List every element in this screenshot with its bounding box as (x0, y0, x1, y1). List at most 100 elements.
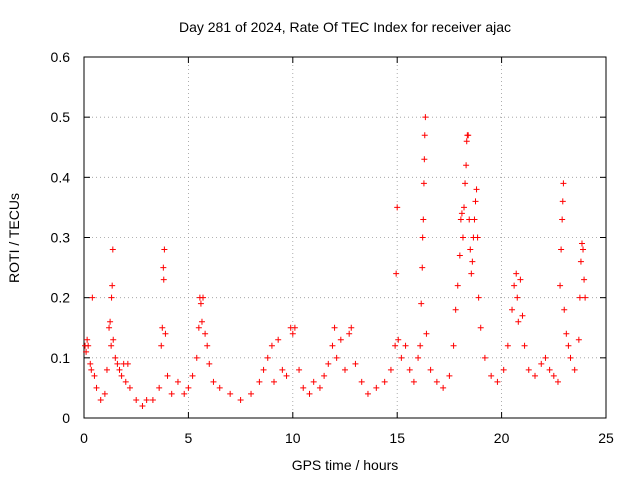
data-point (106, 324, 113, 331)
data-point (296, 366, 303, 373)
data-point (421, 156, 428, 163)
data-point (101, 390, 108, 397)
data-point (116, 366, 123, 373)
data-point (181, 390, 188, 397)
data-point (417, 342, 424, 349)
data-point (126, 384, 133, 391)
data-point (139, 402, 146, 409)
data-point (358, 378, 365, 385)
data-point (581, 276, 588, 283)
x-tick-label: 10 (285, 430, 301, 446)
data-point (133, 396, 140, 403)
data-point (306, 390, 313, 397)
data-point (300, 384, 307, 391)
data-point (475, 294, 482, 301)
data-point (515, 318, 522, 325)
data-point (446, 372, 453, 379)
data-point (427, 366, 434, 373)
x-tick-label: 5 (185, 430, 193, 446)
data-point (488, 372, 495, 379)
data-point (561, 306, 568, 313)
data-point (450, 342, 457, 349)
data-point (248, 390, 255, 397)
data-point (143, 396, 150, 403)
data-point (185, 384, 192, 391)
data-point (342, 366, 348, 373)
y-axis-ticks: 0 0.1 0.2 0.3 0.4 0.5 0.6 (51, 49, 606, 426)
data-point (514, 294, 521, 301)
data-point (465, 132, 472, 139)
data-point (423, 330, 430, 337)
data-point (578, 240, 585, 247)
data-point (462, 180, 469, 187)
data-point (103, 366, 110, 373)
data-point (333, 354, 340, 361)
data-point (468, 270, 475, 277)
data-point (118, 372, 125, 379)
data-point (521, 342, 528, 349)
data-point (550, 372, 557, 379)
data-point (519, 312, 526, 319)
data-point (198, 318, 205, 325)
data-point (210, 378, 217, 385)
data-point (525, 366, 532, 373)
x-axis-label: GPS time / hours (292, 457, 399, 473)
data-point (410, 378, 417, 385)
data-point (509, 306, 516, 313)
data-point (107, 318, 114, 325)
data-point (93, 384, 100, 391)
data-point (538, 360, 545, 367)
data-point (457, 216, 464, 223)
data-point (122, 378, 129, 385)
data-point (348, 324, 355, 331)
data-point (168, 390, 175, 397)
data-point (474, 234, 481, 241)
data-point (202, 330, 209, 337)
data-point (193, 354, 200, 361)
data-point (159, 324, 166, 331)
y-tick-label: 0.2 (51, 290, 71, 306)
data-point (156, 384, 163, 391)
data-point (124, 360, 131, 367)
data-point (373, 384, 380, 391)
data-point (563, 330, 570, 337)
data-point (268, 342, 275, 349)
data-point (420, 180, 427, 187)
data-point (279, 366, 286, 373)
data-point (237, 396, 244, 403)
data-point (149, 396, 156, 403)
data-point (89, 294, 96, 301)
data-point (542, 354, 549, 361)
data-point (329, 342, 336, 349)
data-point (321, 372, 328, 379)
data-point (289, 330, 296, 337)
data-point (421, 132, 428, 139)
y-tick-label: 0.3 (51, 230, 71, 246)
y-tick-label: 0.1 (51, 350, 71, 366)
data-point (393, 270, 400, 277)
data-point (195, 324, 202, 331)
data-point (433, 378, 440, 385)
data-point (108, 294, 115, 301)
data-point (352, 360, 359, 367)
data-point (511, 282, 518, 289)
data-point (576, 294, 583, 301)
data-point (571, 366, 578, 373)
data-point (197, 300, 204, 307)
data-point (458, 210, 465, 217)
x-tick-label: 0 (80, 430, 88, 446)
data-point (463, 138, 470, 145)
y-tick-label: 0.5 (51, 109, 71, 125)
data-point (532, 372, 539, 379)
data-point (513, 270, 520, 277)
data-point (402, 342, 409, 349)
data-point (316, 384, 323, 391)
data-point (582, 294, 589, 301)
data-point (419, 264, 426, 271)
data-point (558, 246, 565, 253)
data-point (422, 114, 429, 121)
data-point (420, 216, 427, 223)
chart-title: Day 281 of 2024, Rate Of TEC Index for r… (179, 19, 511, 35)
data-point (88, 366, 95, 373)
